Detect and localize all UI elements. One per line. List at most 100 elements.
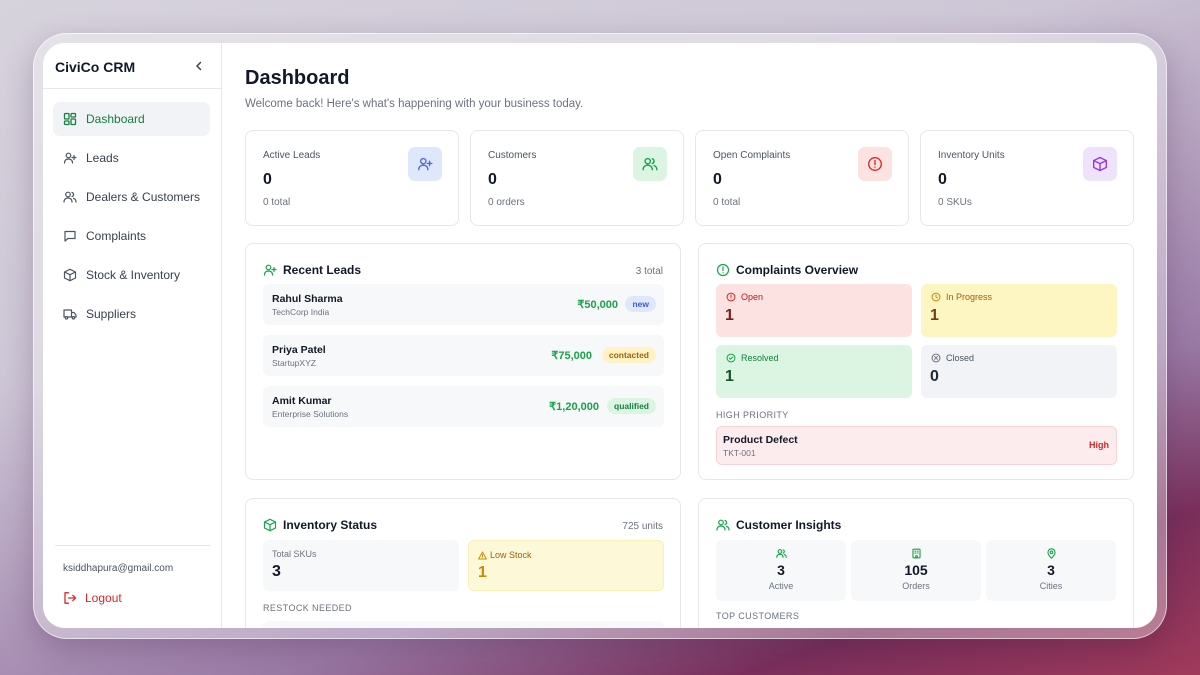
complaint-box-resolved[interactable]: Resolved 1 xyxy=(716,345,912,398)
low-stock-label-text: Low Stock xyxy=(490,550,532,560)
lead-amount: ₹1,20,000 xyxy=(549,401,599,413)
package-icon xyxy=(263,518,277,532)
sidebar-item-suppliers[interactable]: Suppliers xyxy=(53,297,210,331)
lead-row[interactable]: Rahul Sharma TechCorp India ₹50,000 new xyxy=(263,284,664,325)
alert-circle-icon xyxy=(858,147,892,181)
panel-title-text: Complaints Overview xyxy=(736,263,859,277)
complaint-box-value: 1 xyxy=(725,368,734,385)
insight-orders[interactable]: 105 Orders xyxy=(851,540,981,601)
restock-item[interactable] xyxy=(263,621,664,628)
sidebar-item-label: Suppliers xyxy=(86,307,137,321)
inventory-units: 725 units xyxy=(622,521,663,532)
truck-icon xyxy=(63,307,77,321)
panel-title-text: Customer Insights xyxy=(736,518,842,532)
complaint-box-in-progress[interactable]: In Progress 1 xyxy=(921,284,1117,337)
box-label-text: Resolved xyxy=(741,353,779,363)
lead-amount: ₹75,000 xyxy=(551,350,592,362)
complaint-box-open[interactable]: Open 1 xyxy=(716,284,912,337)
logout-button[interactable]: Logout xyxy=(63,591,122,605)
inventory-status-title: Inventory Status xyxy=(263,518,377,532)
stat-card-active-leads[interactable]: Active Leads 0 0 total xyxy=(245,130,459,226)
stat-label: Customers xyxy=(488,150,537,161)
complaint-box-label: Open xyxy=(726,292,763,302)
stat-label: Open Complaints xyxy=(713,150,791,161)
message-square-icon xyxy=(63,229,77,243)
package-icon xyxy=(1083,147,1117,181)
clock-icon xyxy=(931,292,941,302)
complaint-box-label: In Progress xyxy=(931,292,992,302)
low-stock-box[interactable]: Low Stock 1 xyxy=(468,540,664,591)
building-icon xyxy=(851,548,981,559)
priority-item-title: Product Defect xyxy=(723,434,798,446)
sidebar-item-complaints[interactable]: Complaints xyxy=(53,219,210,253)
status-badge: qualified xyxy=(607,398,656,414)
insight-value: 105 xyxy=(904,562,928,578)
complaint-box-value: 0 xyxy=(930,368,939,385)
recent-leads-count: 3 total xyxy=(635,266,663,277)
total-skus-label: Total SKUs xyxy=(272,549,317,559)
sidebar-item-dashboard[interactable]: Dashboard xyxy=(53,102,210,136)
alert-triangle-icon xyxy=(478,550,487,560)
alert-circle-icon xyxy=(726,292,736,302)
box-label-text: In Progress xyxy=(946,292,993,302)
stat-sub: 0 total xyxy=(263,197,291,208)
stat-value: 0 xyxy=(713,171,722,188)
lead-row[interactable]: Priya Patel StartupXYZ ₹75,000 contacted xyxy=(263,335,664,376)
package-icon xyxy=(63,268,77,282)
lead-company: Enterprise Solutions xyxy=(272,409,349,419)
sidebar-item-label: Complaints xyxy=(86,229,147,243)
total-skus-box[interactable]: Total SKUs 3 xyxy=(263,540,459,591)
lead-company: StartupXYZ xyxy=(272,358,316,368)
lead-amount: ₹50,000 xyxy=(577,299,618,311)
low-stock-value: 1 xyxy=(478,564,487,581)
insight-label: Orders xyxy=(902,581,930,591)
stat-value: 0 xyxy=(263,171,272,188)
user-email: ksiddhapura@gmail.com xyxy=(63,563,174,574)
insight-active[interactable]: 3 Active xyxy=(716,540,846,601)
customer-insights-title: Customer Insights xyxy=(716,518,841,532)
panel-title-text: Inventory Status xyxy=(283,518,378,532)
sidebar-item-label: Stock & Inventory xyxy=(86,268,181,282)
lead-row[interactable]: Amit Kumar Enterprise Solutions ₹1,20,00… xyxy=(263,386,664,427)
complaint-box-value: 1 xyxy=(725,307,734,324)
complaint-box-label: Resolved xyxy=(726,353,779,363)
chevron-left-icon xyxy=(196,61,202,71)
sidebar-item-dealers-customers[interactable]: Dealers & Customers xyxy=(53,180,210,214)
status-badge: contacted xyxy=(601,347,656,363)
sidebar: CiviCo CRM Dashboard Leads xyxy=(43,43,222,628)
sidebar-footer-divider xyxy=(55,545,211,546)
complaints-overview-title: Complaints Overview xyxy=(716,263,858,277)
users-icon xyxy=(63,190,77,204)
page-subtitle: Welcome back! Here's what's happening wi… xyxy=(245,98,584,110)
complaint-box-closed[interactable]: Closed 0 xyxy=(921,345,1117,398)
stat-card-customers[interactable]: Customers 0 0 orders xyxy=(470,130,684,226)
alert-circle-icon xyxy=(716,263,730,277)
low-stock-label: Low Stock xyxy=(478,550,532,560)
collapse-sidebar-button[interactable] xyxy=(191,58,207,74)
lead-company: TechCorp India xyxy=(272,307,330,317)
high-priority-item[interactable]: Product Defect TKT-001 High xyxy=(716,426,1117,465)
stat-sub: 0 SKUs xyxy=(938,197,972,208)
user-plus-icon xyxy=(63,151,77,165)
insight-label: Active xyxy=(768,581,794,591)
stat-label: Inventory Units xyxy=(938,150,1005,161)
recent-leads-card: Recent Leads 3 total Rahul Sharma TechCo… xyxy=(245,243,681,480)
lead-name: Priya Patel xyxy=(272,344,326,356)
panel-title-text: Recent Leads xyxy=(283,263,362,277)
stat-card-inventory-units[interactable]: Inventory Units 0 0 SKUs xyxy=(920,130,1134,226)
sidebar-item-leads[interactable]: Leads xyxy=(53,141,210,175)
sidebar-item-stock-inventory[interactable]: Stock & Inventory xyxy=(53,258,210,292)
insight-value: 3 xyxy=(1047,562,1055,578)
main-content: Dashboard Welcome back! Here's what's ha… xyxy=(223,43,1157,628)
priority-label: High xyxy=(1089,440,1109,450)
lead-name: Amit Kumar xyxy=(272,395,332,407)
insight-cities[interactable]: 3 Cities xyxy=(986,540,1116,601)
recent-leads-title: Recent Leads xyxy=(263,263,361,277)
complaint-box-label: Closed xyxy=(931,353,974,363)
inventory-status-card: Inventory Status 725 units Total SKUs 3 … xyxy=(245,498,681,628)
app-window: CiviCo CRM Dashboard Leads xyxy=(43,43,1157,628)
box-label-text: Open xyxy=(741,292,764,302)
insight-value: 3 xyxy=(777,562,785,578)
box-label-text: Closed xyxy=(946,353,975,363)
stat-card-open-complaints[interactable]: Open Complaints 0 0 total xyxy=(695,130,909,226)
